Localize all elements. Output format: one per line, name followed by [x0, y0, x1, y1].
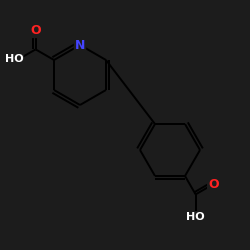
Text: HO: HO [4, 54, 23, 64]
Text: O: O [208, 178, 218, 191]
Text: N: N [75, 38, 85, 52]
Text: HO: HO [186, 212, 205, 222]
Text: O: O [30, 24, 41, 37]
